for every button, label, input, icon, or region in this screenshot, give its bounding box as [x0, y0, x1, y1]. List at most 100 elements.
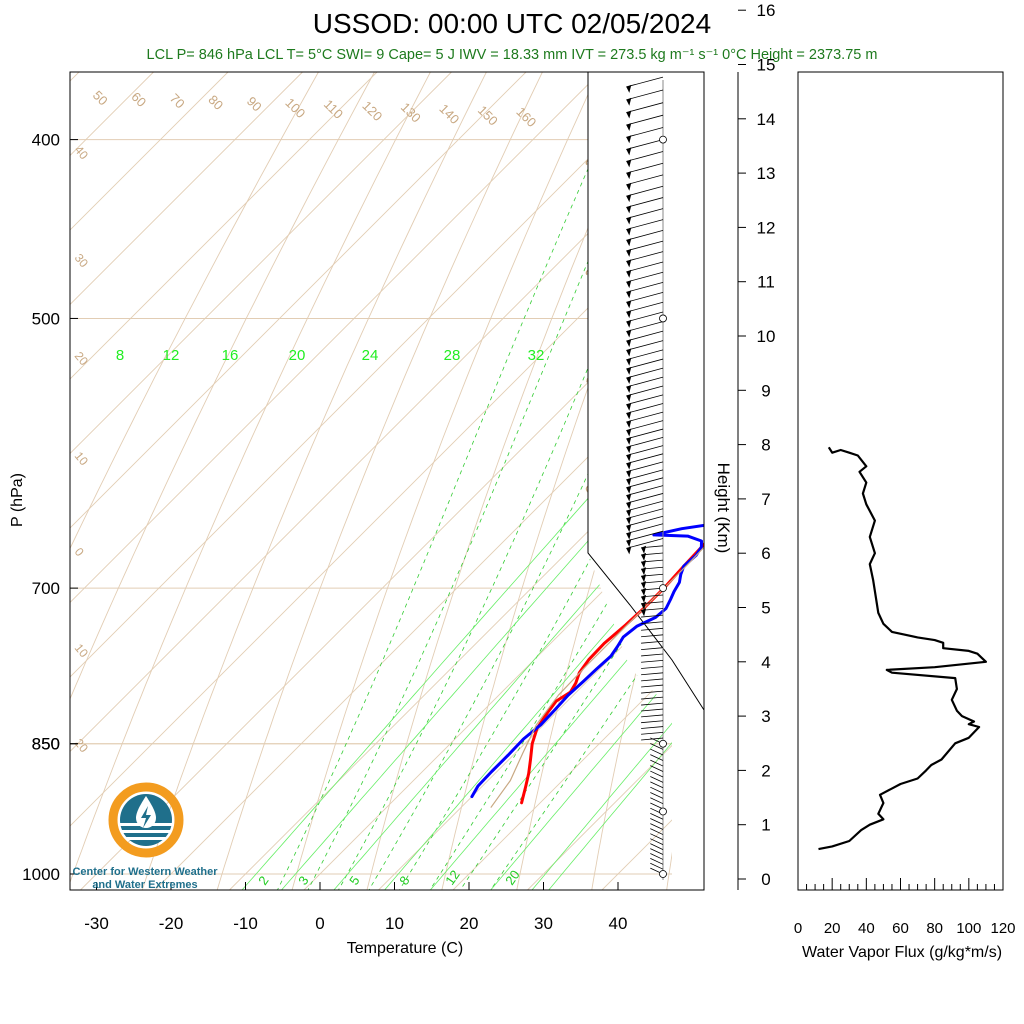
wind-barb: [626, 376, 664, 388]
mixing-ratio-label: 12: [163, 347, 180, 364]
flux-x-tick-label: 0: [794, 920, 802, 937]
barb-level-circle: [659, 135, 667, 144]
barb-level-circle: [659, 807, 667, 816]
wind-barb-flag: [641, 545, 647, 554]
wind-barb: [626, 445, 664, 456]
wind-barb-flag: [641, 601, 647, 610]
wind-barb: [626, 251, 664, 262]
lightning-icon: [141, 806, 151, 828]
wind-barb: [626, 530, 664, 542]
wind-barb: [650, 833, 664, 840]
wind-barb: [650, 812, 664, 820]
wind-barb: [626, 428, 664, 440]
height-tick-label: 6: [761, 544, 770, 563]
wind-barb-flag: [626, 509, 632, 517]
isotherm-line: [154, 340, 704, 890]
wind-barb-flag: [626, 402, 632, 411]
wind-barb: [641, 647, 664, 651]
wind-barb-flag: [626, 300, 632, 309]
wind-barb-flag: [626, 238, 632, 247]
wind-barb: [626, 102, 664, 113]
wind-barb: [626, 219, 664, 230]
skewt-profiles: [470, 523, 704, 808]
wind-barb: [650, 818, 664, 825]
skewt-mask: [588, 72, 704, 890]
wind-barb: [626, 139, 664, 150]
y-axis-label: P (hPa): [9, 473, 26, 527]
mixing-ratio-label: 8: [116, 347, 124, 364]
height-tick-label: 2: [761, 761, 770, 780]
wind-barb-flag: [626, 501, 632, 510]
wind-barb-flag: [626, 171, 632, 180]
height-tick-label: 4: [761, 653, 770, 672]
wind-barb-flag: [626, 524, 632, 533]
dry-adiabat-line: [441, 85, 704, 890]
wind-barb: [626, 114, 664, 126]
wind-barb-flag: [626, 259, 632, 268]
height-tick-label: 16: [757, 1, 776, 20]
dry-adiabat-line: [291, 72, 599, 890]
wind-barb: [626, 301, 664, 313]
moist-adiabat-label: 12: [442, 867, 463, 887]
wind-barb: [626, 523, 664, 535]
wind-barb: [650, 776, 664, 783]
wind-barb: [626, 340, 664, 351]
wind-barb: [650, 765, 664, 772]
wind-barb-flag: [626, 461, 632, 470]
wind-barb: [626, 538, 664, 549]
dry-adiabat-line: [366, 72, 655, 890]
wind-barb: [641, 684, 664, 688]
wind-barb-flag: [641, 560, 647, 569]
wind-barb-flag: [626, 357, 632, 366]
wind-barb: [641, 731, 664, 735]
wind-barb: [650, 743, 664, 750]
wind-barb: [626, 358, 664, 370]
mixing-ratio-label: 20: [289, 347, 306, 364]
logo-name-line2: and Water Extremes: [92, 879, 198, 891]
barb-level-circle: [659, 870, 667, 878]
flux-x-tick-label: 20: [824, 920, 841, 937]
isotherm-line: [70, 72, 601, 604]
wind-barb: [626, 89, 664, 101]
wind-barb-flag: [626, 182, 632, 191]
dry-adiabat-line: [216, 72, 543, 890]
wind-barb-flag: [626, 546, 632, 555]
wind-barb: [641, 720, 664, 724]
wind-barb: [650, 786, 664, 794]
wind-barb-flag: [626, 147, 632, 156]
mixing-ratio-line: [490, 637, 704, 890]
dry-adiabat-line: [70, 72, 375, 701]
height-tick-label: 0: [761, 870, 770, 889]
wind-barb: [626, 174, 664, 186]
wind-barb: [650, 754, 664, 761]
wind-barb-flag: [641, 574, 647, 583]
wind-barb: [626, 271, 664, 283]
wind-barb: [626, 281, 664, 293]
chart-title: USSOD: 00:00 UTC 02/05/2024: [312, 8, 712, 39]
mixing-ratio-label: 28: [444, 347, 461, 364]
y-tick-label: 850: [32, 735, 60, 754]
isotherm-line: [378, 563, 704, 890]
wind-barb-flag: [626, 310, 632, 319]
dry-adiabat-line: [70, 72, 431, 884]
wind-barb-flag: [641, 594, 647, 603]
wind-barb-flag: [641, 552, 647, 561]
wind-barb: [641, 659, 664, 663]
flux-profile-line: [818, 446, 987, 851]
logo-sun-ring: [108, 782, 184, 858]
wind-barb-flag: [626, 453, 632, 462]
wind-barb: [626, 240, 664, 252]
height-tick-label: 13: [757, 164, 776, 183]
dry-adiabat-line: [890, 0, 1024, 913]
wind-barb: [626, 500, 664, 512]
wind-barb: [641, 621, 664, 625]
wind-barb-flag: [626, 123, 632, 131]
x-tick-label: 40: [609, 914, 628, 933]
height-tick-label: 11: [757, 273, 775, 292]
height-tick-label: 1: [761, 816, 770, 835]
wind-barb: [650, 828, 664, 835]
wind-barb: [626, 485, 664, 496]
wind-barb: [626, 394, 664, 406]
wind-barb-flag: [626, 290, 632, 299]
